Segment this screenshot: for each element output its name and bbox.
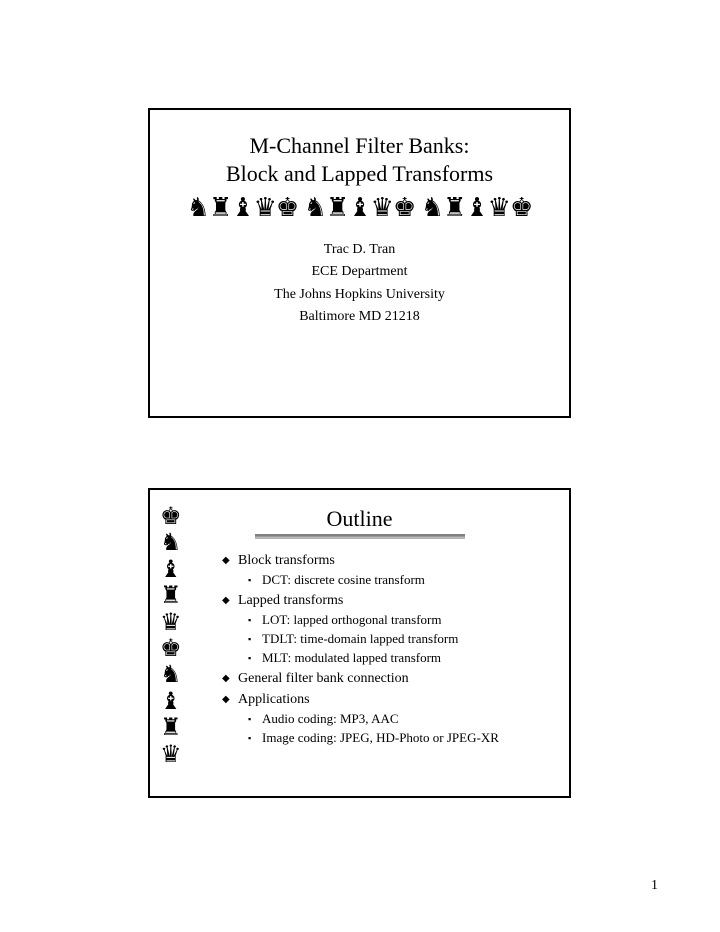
slide1-title-line2: Block and Lapped Transforms <box>150 160 569 188</box>
outline-subitem: MLT: modulated lapped transform <box>248 650 569 666</box>
outline-subitem: Image coding: JPEG, HD-Photo or JPEG-XR <box>248 730 569 746</box>
outline-item: Lapped transforms <box>222 593 569 609</box>
outline-item: General filter bank connection <box>222 671 569 687</box>
slide1-title-line1: M-Channel Filter Banks: <box>150 132 569 160</box>
author-dept: ECE Department <box>150 261 569 283</box>
outline-item: Block transforms <box>222 553 569 569</box>
author-block: Trac D. Tran ECE Department The Johns Ho… <box>150 239 569 329</box>
slide2-title: Outline <box>150 506 569 532</box>
author-university: The Johns Hopkins University <box>150 284 569 306</box>
decoration-column-icon: ♚♞♝♜♛ ♚♞♝♜♛ <box>160 504 182 768</box>
slide-outline: ♚♞♝♜♛ ♚♞♝♜♛ Outline Block transforms DCT… <box>148 488 571 798</box>
decoration-row-icon: ♞♜♝♛♚ ♞♜♝♛♚ ♞♜♝♛♚ <box>150 195 569 221</box>
outline-subitem: LOT: lapped orthogonal transform <box>248 612 569 628</box>
page: M-Channel Filter Banks: Block and Lapped… <box>0 0 720 932</box>
outline-item: Applications <box>222 692 569 708</box>
outline-subitem: TDLT: time-domain lapped transform <box>248 631 569 647</box>
author-name: Trac D. Tran <box>150 239 569 261</box>
slide-title: M-Channel Filter Banks: Block and Lapped… <box>148 108 571 418</box>
page-number: 1 <box>651 878 658 894</box>
outline-subitem: DCT: discrete cosine transform <box>248 572 569 588</box>
author-city: Baltimore MD 21218 <box>150 306 569 328</box>
outline-body: Block transforms DCT: discrete cosine tr… <box>222 553 569 746</box>
outline-subitem: Audio coding: MP3, AAC <box>248 711 569 727</box>
title-underline <box>255 534 465 539</box>
